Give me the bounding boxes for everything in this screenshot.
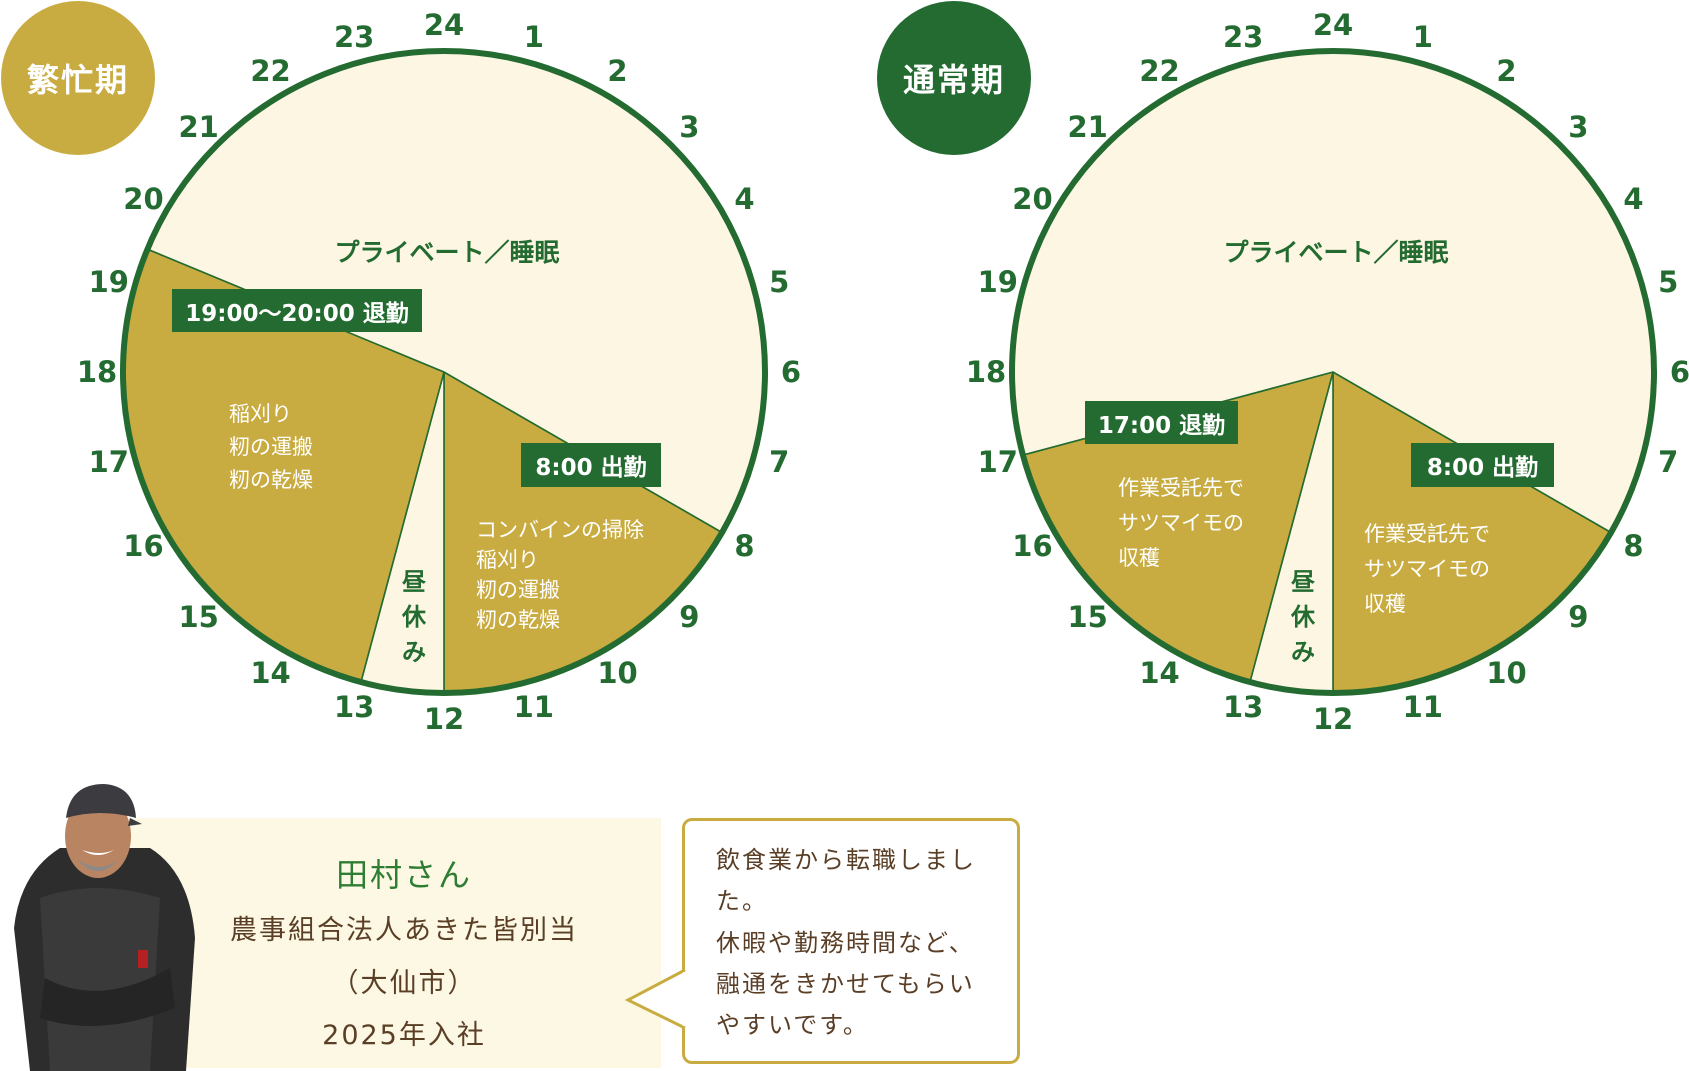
normal-lunch-label: 昼 休 み <box>1288 565 1318 670</box>
hour-label: 21 <box>178 109 219 144</box>
task-line: 籾の運搬 <box>229 435 313 459</box>
hour-label: 15 <box>1067 600 1108 635</box>
normal-season-badge: 通常期 <box>877 1 1031 155</box>
profile-panel <box>129 818 661 1068</box>
hour-label: 9 <box>1568 600 1589 635</box>
quote-line: 飲食業から転職しまし <box>716 846 976 874</box>
busy-lunch-label: 昼 休 み <box>399 565 429 670</box>
hour-label: 10 <box>1486 655 1527 690</box>
person-photo <box>14 784 195 1071</box>
hour-label: 16 <box>1012 528 1053 563</box>
hour-label: 4 <box>1623 181 1644 216</box>
task-line: 作業受託先で <box>1364 522 1490 546</box>
hour-label: 5 <box>769 265 790 300</box>
hour-label: 11 <box>1402 690 1443 725</box>
task-line: 作業受託先で <box>1118 476 1244 500</box>
quote-line: 休暇や勤務時間など、 <box>716 929 975 957</box>
hour-label: 19 <box>88 265 129 300</box>
hour-label: 1 <box>523 19 544 54</box>
quote-bubble <box>682 818 1020 1064</box>
hour-label: 20 <box>123 181 164 216</box>
hour-label: 6 <box>780 355 802 389</box>
hour-label: 7 <box>769 444 790 479</box>
hour-label: 11 <box>513 690 554 725</box>
hour-label: 5 <box>1658 265 1679 300</box>
hour-label: 13 <box>1223 690 1264 725</box>
lunch-char: 昼 <box>1291 568 1315 596</box>
task-line: サツマイモの <box>1364 557 1490 581</box>
task-line: 稲刈り <box>476 548 539 572</box>
hour-label: 14 <box>1139 655 1180 690</box>
hour-label: 19 <box>977 265 1018 300</box>
hour-label: 24 <box>1312 8 1354 42</box>
person-city: （大仙市） <box>331 968 477 999</box>
person-organization: 農事組合法人あきた皆別当 <box>230 915 578 946</box>
task-line: 稲刈り <box>229 402 292 426</box>
hour-label: 7 <box>1658 444 1679 479</box>
hour-label: 23 <box>1223 19 1264 54</box>
task-line: 収穫 <box>1364 592 1406 616</box>
hour-label: 12 <box>1312 702 1354 736</box>
hour-label: 8 <box>1623 528 1644 563</box>
hour-label: 20 <box>1012 181 1053 216</box>
hour-label: 3 <box>679 109 700 144</box>
task-line: 籾の乾燥 <box>229 468 313 492</box>
hour-label: 22 <box>250 54 291 89</box>
hour-label: 13 <box>334 690 375 725</box>
lunch-char: み <box>402 638 426 666</box>
task-line: コンバインの掃除 <box>476 518 644 542</box>
hour-label: 1 <box>1412 19 1433 54</box>
lunch-char: み <box>1291 638 1315 666</box>
busy-season-badge: 繁忙期 <box>1 1 155 155</box>
hour-label: 12 <box>423 702 465 736</box>
quote-line: 融通をきかせてもらい <box>716 970 975 998</box>
clock-rim <box>120 48 768 696</box>
hour-label: 17 <box>88 444 129 479</box>
hour-label: 18 <box>965 355 1007 389</box>
hour-label: 18 <box>76 355 118 389</box>
busy-end-tag: 19:00～20:00 退勤 <box>172 289 422 332</box>
hour-label: 8 <box>734 528 755 563</box>
person-name: 田村さん <box>335 856 472 894</box>
lunch-char: 休 <box>1291 603 1315 631</box>
normal-afternoon-tasks: 作業受託先で サツマイモの 収穫 <box>1118 471 1244 576</box>
task-line: 籾の運搬 <box>476 578 560 602</box>
hour-label: 14 <box>250 655 291 690</box>
hour-label: 2 <box>607 54 628 89</box>
bubble-tail <box>624 968 688 1030</box>
hour-label: 17 <box>977 444 1018 479</box>
busy-private-label: プライベート／睡眠 <box>334 238 560 267</box>
normal-end-tag: 17:00 退勤 <box>1085 401 1238 444</box>
task-line: 籾の乾燥 <box>476 608 560 632</box>
hour-label: 16 <box>123 528 164 563</box>
lunch-char: 昼 <box>402 568 426 596</box>
busy-afternoon-tasks: 稲刈り 籾の運搬 籾の乾燥 <box>229 398 313 497</box>
normal-private-label: プライベート／睡眠 <box>1223 238 1449 267</box>
lunch-char: 休 <box>402 603 426 631</box>
hour-label: 10 <box>597 655 638 690</box>
hour-label: 4 <box>734 181 755 216</box>
hour-label: 6 <box>1669 355 1689 389</box>
hour-label: 22 <box>1139 54 1180 89</box>
person-joined: 2025年入社 <box>322 1020 486 1051</box>
busy-start-tag: 8:00 出勤 <box>521 443 661 487</box>
hour-label: 2 <box>1496 54 1517 89</box>
hour-label: 24 <box>423 8 465 42</box>
clock-rim <box>1009 48 1657 696</box>
hour-label: 21 <box>1067 109 1108 144</box>
busy-morning-tasks: コンバインの掃除 稲刈り 籾の運搬 籾の乾燥 <box>476 515 644 635</box>
hour-label: 23 <box>334 19 375 54</box>
hour-label: 15 <box>178 600 219 635</box>
quote-line: やすいです。 <box>716 1011 869 1039</box>
quote-line: た。 <box>716 887 768 915</box>
task-line: 収穫 <box>1118 546 1160 570</box>
hour-label: 3 <box>1568 109 1589 144</box>
task-line: サツマイモの <box>1118 511 1244 535</box>
hour-label: 9 <box>679 600 700 635</box>
normal-start-tag: 8:00 出勤 <box>1411 443 1554 487</box>
normal-morning-tasks: 作業受託先で サツマイモの 収穫 <box>1364 517 1490 622</box>
